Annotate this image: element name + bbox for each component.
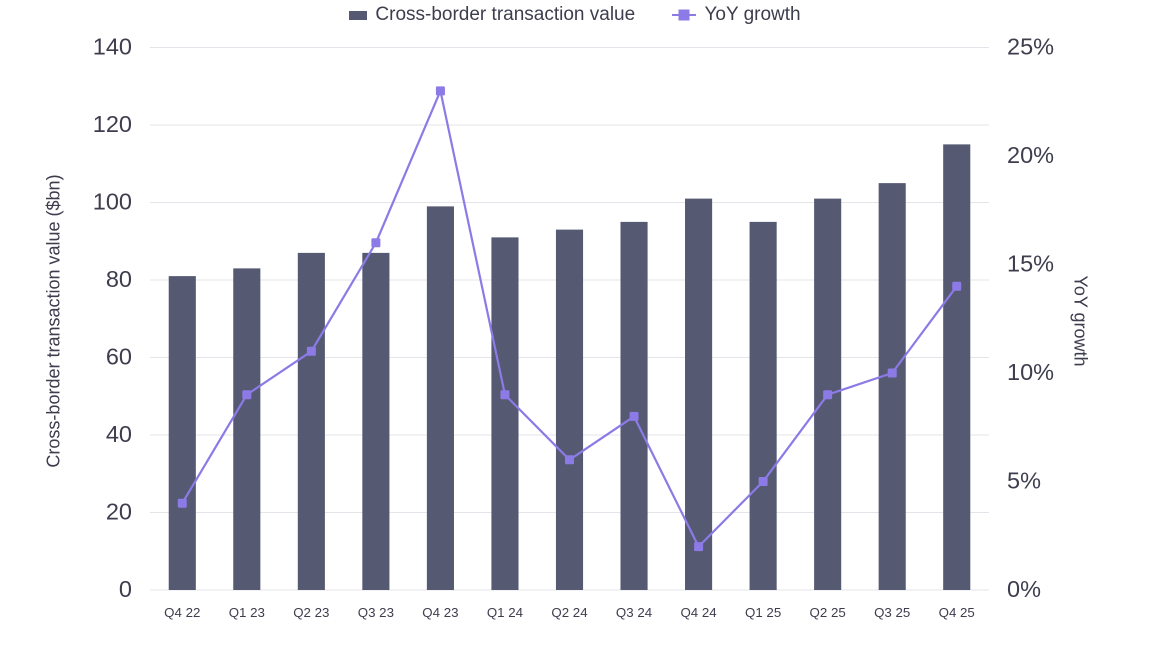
svg-text:20%: 20% [1007,142,1054,168]
svg-text:Q4 24: Q4 24 [680,605,716,620]
svg-text:Q3 23: Q3 23 [358,605,394,620]
svg-text:Q2 24: Q2 24 [551,605,587,620]
svg-text:15%: 15% [1007,251,1054,277]
svg-text:80: 80 [106,266,132,292]
svg-text:Q1 23: Q1 23 [229,605,265,620]
svg-text:Q3 24: Q3 24 [616,605,652,620]
svg-text:25%: 25% [1007,34,1054,60]
svg-text:Q2 25: Q2 25 [810,605,846,620]
svg-text:Q1 25: Q1 25 [745,605,781,620]
svg-text:0: 0 [119,576,132,602]
svg-text:60: 60 [106,344,132,370]
svg-text:140: 140 [93,34,132,60]
svg-text:120: 120 [93,111,132,137]
svg-text:Q1 24: Q1 24 [487,605,523,620]
svg-text:10%: 10% [1007,359,1054,385]
svg-text:5%: 5% [1007,468,1041,494]
svg-text:Q4 25: Q4 25 [939,605,975,620]
svg-text:Q4 23: Q4 23 [422,605,458,620]
svg-text:20: 20 [106,499,132,525]
svg-text:40: 40 [106,421,132,447]
svg-text:100: 100 [93,189,132,215]
svg-text:Q2 23: Q2 23 [293,605,329,620]
svg-text:Q4 22: Q4 22 [164,605,200,620]
svg-text:Q3 25: Q3 25 [874,605,910,620]
svg-text:0%: 0% [1007,576,1041,602]
